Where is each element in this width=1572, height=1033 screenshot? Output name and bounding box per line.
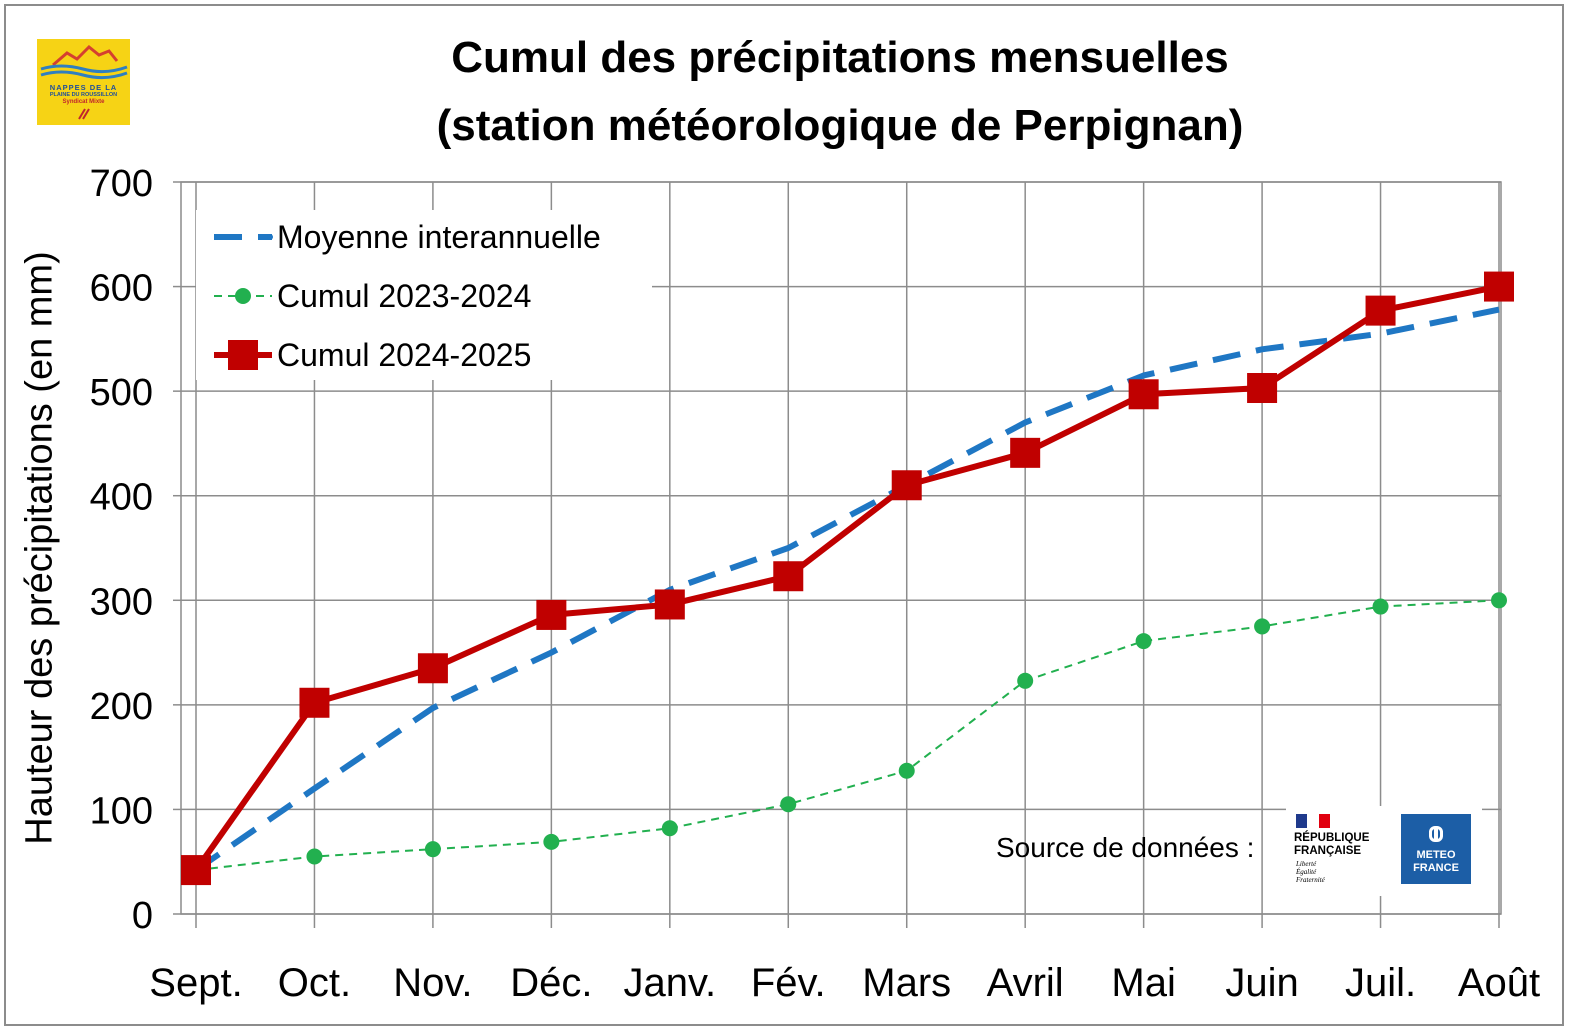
republique-francaise-logo: RÉPUBLIQUE FRANÇAISE Liberté Égalité Fra… — [1294, 814, 1384, 894]
point-cumul-2023 — [543, 833, 560, 850]
motto-egalite: Égalité — [1296, 868, 1317, 876]
point-cumul-2024 — [181, 855, 211, 886]
motto-text: Liberté Égalité Fraternité — [1296, 860, 1325, 884]
x-tick-label: Avril — [987, 961, 1064, 1005]
point-cumul-2023 — [898, 762, 915, 779]
point-cumul-2024 — [299, 687, 330, 718]
x-tick-label: Sept. — [149, 961, 242, 1005]
chart-title-line2: (station météorologique de Perpignan) — [436, 101, 1244, 150]
point-cumul-2024 — [891, 470, 922, 501]
y-tick-label: 300 — [90, 581, 153, 623]
point-cumul-2024 — [1128, 379, 1159, 410]
y-tick-label: 700 — [90, 163, 153, 205]
logo-text-1: NAPPES DE LA — [49, 83, 118, 92]
x-tick-label: Fév. — [751, 961, 826, 1005]
meteo-france-icon — [1429, 826, 1443, 842]
x-tick-labels: Sept. Oct. Nov. Déc. Janv. Fév. Mars Avril Mai Ju… — [149, 961, 1540, 1005]
x-tick-label: Déc. — [510, 961, 592, 1005]
point-cumul-2024 — [1484, 271, 1514, 302]
point-cumul-2024 — [417, 653, 448, 684]
legend: Moyenne interannuelle Cumul 2023-2024 Cumu… — [196, 210, 652, 380]
point-cumul-2023 — [780, 796, 797, 813]
x-tick-label: Mars — [862, 961, 951, 1005]
point-cumul-2023 — [1135, 633, 1152, 650]
point-cumul-2023 — [306, 848, 323, 865]
y-tick-label: 400 — [90, 477, 153, 519]
y-tick-label: 0 — [132, 895, 153, 937]
y-tick-label: 500 — [90, 372, 153, 414]
x-tick-label: Août — [1458, 961, 1540, 1005]
legend-marker-cumul-2024 — [228, 340, 258, 370]
chart-frame — [4, 4, 1564, 1026]
point-cumul-2024 — [773, 561, 804, 592]
x-tick-label: Juin — [1225, 961, 1298, 1005]
logo-text-2: PLAINE DU ROUSSILLON — [49, 92, 118, 98]
point-cumul-2023 — [1017, 672, 1034, 689]
meteo-france-logo: METEO FRANCE — [1401, 814, 1471, 884]
syndicat-logo: NAPPES DE LA PLAINE DU ROUSSILLON Syndic… — [37, 39, 130, 125]
catalan-stripes-icon — [78, 108, 90, 120]
y-tick-label: 200 — [90, 686, 153, 728]
point-cumul-2023 — [424, 841, 441, 858]
point-cumul-2023 — [1491, 592, 1507, 609]
series-line-moyenne — [194, 306, 1500, 873]
france-text: FRANCE — [1413, 862, 1459, 874]
grid-lines — [173, 181, 1502, 928]
x-tick-label: Mai — [1111, 961, 1175, 1005]
point-cumul-2023 — [1372, 598, 1389, 615]
x-tick-label: Juil. — [1345, 961, 1416, 1005]
x-tick-label: Oct. — [278, 961, 351, 1005]
meteo-text: METEO — [1416, 849, 1456, 861]
y-tick-label: 600 — [90, 268, 153, 310]
chart-title-line1: Cumul des précipitations mensuelles — [451, 33, 1229, 82]
logo-text-3: Syndicat Mixte — [62, 99, 105, 105]
legend-swatch-moyenne-dot — [267, 234, 273, 240]
plot-border — [180, 181, 1502, 915]
series-line-cumul-2023 — [195, 599, 1500, 872]
series-line-cumul-2024 — [193, 283, 1500, 872]
point-cumul-2024 — [536, 599, 567, 630]
legend-label: Cumul 2024-2025 — [277, 337, 531, 373]
point-cumul-2024 — [1247, 373, 1278, 404]
y-tick-labels: 0 100 200 300 400 500 600 700 — [90, 163, 153, 937]
point-cumul-2024 — [1365, 295, 1396, 326]
y-tick-label: 100 — [90, 790, 153, 832]
motto-fraternite: Fraternité — [1296, 876, 1325, 884]
french-flag-icon — [1296, 814, 1330, 828]
point-cumul-2024 — [1010, 437, 1041, 468]
motto-liberte: Liberté — [1296, 860, 1317, 868]
mountain-wave-icon — [40, 44, 128, 80]
francaise-text: FRANÇAISE — [1294, 845, 1362, 857]
point-cumul-2024 — [654, 589, 685, 620]
legend-label: Moyenne interannuelle — [277, 219, 601, 255]
x-tick-label: Nov. — [393, 961, 472, 1005]
legend-marker-cumul-2023 — [235, 288, 251, 304]
point-cumul-2023 — [661, 820, 678, 837]
legend-label: Cumul 2023-2024 — [277, 278, 531, 314]
series-group — [181, 271, 1514, 886]
source-label: Source de données : — [996, 832, 1255, 863]
x-tick-label: Janv. — [623, 961, 716, 1005]
republique-text: RÉPUBLIQUE — [1294, 832, 1370, 844]
point-cumul-2023 — [1254, 618, 1271, 635]
